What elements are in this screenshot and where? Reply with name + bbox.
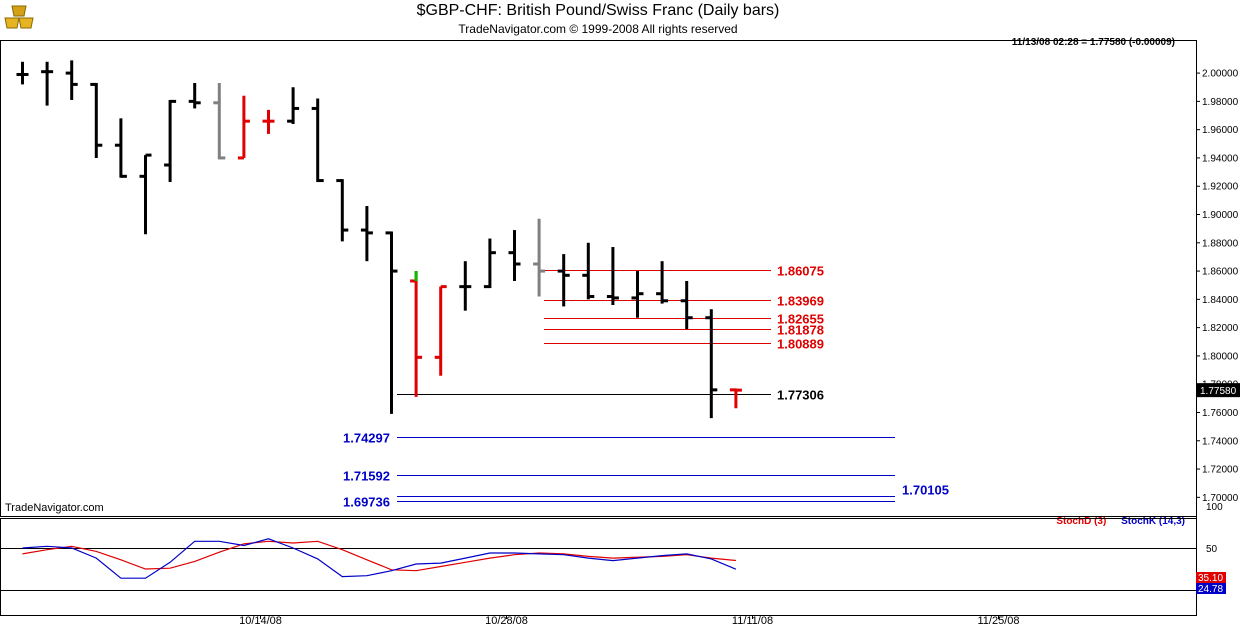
chart-title: $GBP-CHF: British Pound/Swiss Franc (Dai…	[416, 2, 780, 19]
resistance-label: 1.81878	[777, 323, 824, 338]
y-tick-label: 1.92000	[1202, 182, 1239, 193]
y-tick-label: 1.88000	[1202, 238, 1239, 249]
support-label: 1.69736	[343, 495, 390, 510]
gold-bars-logo-icon	[2, 0, 36, 34]
y-tick-label: 1.70000	[1202, 493, 1239, 504]
support-label: 1.71592	[343, 469, 390, 484]
stoch-k-label: StochK (14,3)	[1121, 516, 1185, 527]
indicator-level-label: 50	[1206, 544, 1218, 555]
resistance-label: 1.83969	[777, 294, 824, 309]
y-tick-label: 1.86000	[1202, 267, 1239, 278]
stoch-d-label: StochD (3)	[1056, 516, 1107, 527]
stoch-k-value: 24.78	[1198, 584, 1223, 595]
stoch-d-value-box	[1196, 572, 1226, 583]
x-tick-label: 11/25/08	[977, 615, 1019, 627]
resistance-label: 1.86075	[777, 264, 824, 279]
watermark: TradeNavigator.com	[5, 502, 104, 514]
indicator-legend: StochD (3) StochK (14,3)	[1044, 516, 1185, 527]
y-tick-label: 1.90000	[1202, 210, 1239, 221]
last-price-box	[1196, 383, 1240, 398]
x-tick-label: 10/14/08	[239, 615, 282, 627]
y-tick-label: 1.76000	[1202, 408, 1239, 419]
resistance-label: 1.82655	[777, 312, 824, 327]
support-label: 1.74297	[343, 431, 390, 446]
x-tick-label: 10/28/08	[485, 615, 528, 627]
resistance-label: 1.80889	[777, 337, 824, 352]
chart-subtitle: TradeNavigator.com © 1999-2008 All right…	[458, 22, 738, 36]
x-tick-label: 11/11/08	[732, 615, 773, 627]
y-tick-label: 1.98000	[1202, 97, 1239, 108]
y-tick-label: 2.00000	[1202, 69, 1239, 80]
last-price-label: 1.77580	[1200, 386, 1237, 397]
y-tick-label: 1.94000	[1202, 153, 1239, 164]
support-label: 1.70105	[902, 483, 949, 498]
price-pane-frame	[0, 40, 1197, 517]
indicator-pane-frame	[0, 518, 1197, 616]
y-tick-label: 1.80000	[1202, 351, 1239, 362]
y-tick-label: 1.82000	[1202, 323, 1239, 334]
stoch-k-value-box	[1196, 583, 1226, 594]
stoch-d-value: 35.10	[1198, 573, 1223, 584]
y-tick-label: 1.84000	[1202, 295, 1239, 306]
indicator-level-label: 100	[1206, 502, 1223, 513]
stoch-k-line	[22, 538, 737, 579]
y-tick-label: 1.74000	[1202, 436, 1239, 447]
stoch-d-line	[22, 540, 736, 572]
y-tick-label: 1.72000	[1202, 465, 1239, 476]
pivot-label: 1.77306	[777, 388, 824, 403]
price-status: 11/13/08 02:28 = 1.77580 (-0.00009)	[1011, 37, 1175, 48]
y-tick-label: 1.96000	[1202, 125, 1239, 136]
